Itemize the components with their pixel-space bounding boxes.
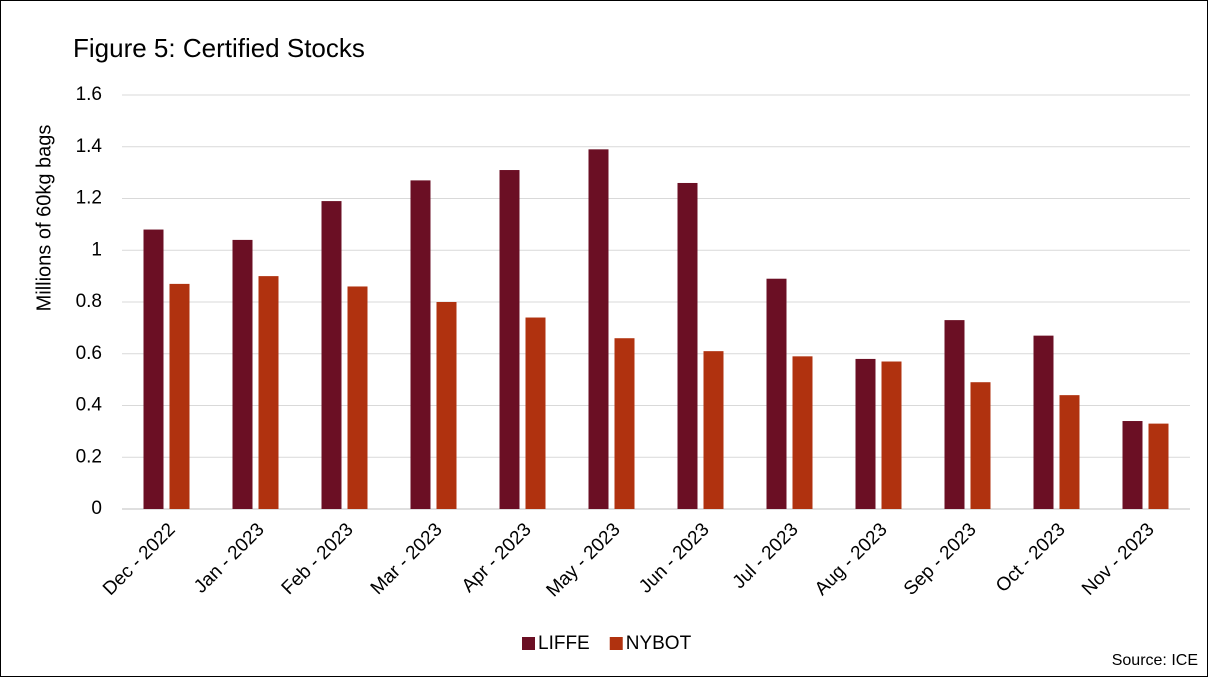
bar bbox=[525, 317, 546, 509]
legend-label: LIFFE bbox=[538, 633, 590, 654]
bar bbox=[677, 182, 698, 509]
bar bbox=[703, 351, 724, 509]
chart-title: Figure 5: Certified Stocks bbox=[73, 33, 365, 63]
bar bbox=[588, 149, 609, 509]
bar bbox=[792, 356, 813, 509]
y-tick-label: 0.6 bbox=[76, 343, 102, 364]
bar bbox=[881, 361, 902, 509]
legend-swatch bbox=[522, 637, 535, 650]
bar bbox=[855, 358, 876, 509]
source-note: Source: ICE bbox=[1112, 652, 1198, 669]
y-tick-label: 0 bbox=[91, 498, 102, 519]
bar bbox=[410, 180, 431, 509]
y-tick-label: 1.2 bbox=[76, 188, 102, 209]
bar bbox=[944, 320, 965, 509]
y-tick-label: 0.8 bbox=[76, 291, 102, 312]
bar bbox=[499, 170, 520, 509]
y-tick-label: 0.4 bbox=[76, 395, 103, 416]
bar bbox=[232, 239, 253, 509]
bar bbox=[321, 201, 342, 509]
bar bbox=[1059, 395, 1080, 509]
bar bbox=[143, 229, 164, 510]
bar bbox=[347, 286, 368, 509]
bar bbox=[1033, 335, 1054, 509]
y-tick-label: 1.6 bbox=[76, 84, 102, 105]
bar bbox=[1122, 421, 1143, 509]
bar bbox=[766, 278, 787, 509]
y-tick-label: 1 bbox=[91, 239, 102, 260]
legend-label: NYBOT bbox=[626, 633, 692, 654]
bar bbox=[1148, 423, 1169, 509]
bar bbox=[169, 283, 190, 509]
y-axis-label: Millions of 60kg bags bbox=[33, 125, 55, 312]
legend-swatch bbox=[609, 637, 623, 650]
bar bbox=[614, 338, 635, 509]
y-tick-label: 1.4 bbox=[76, 136, 103, 157]
bar bbox=[970, 382, 991, 509]
y-tick-label: 0.2 bbox=[76, 446, 102, 467]
bar bbox=[436, 302, 457, 509]
bar bbox=[258, 276, 279, 509]
